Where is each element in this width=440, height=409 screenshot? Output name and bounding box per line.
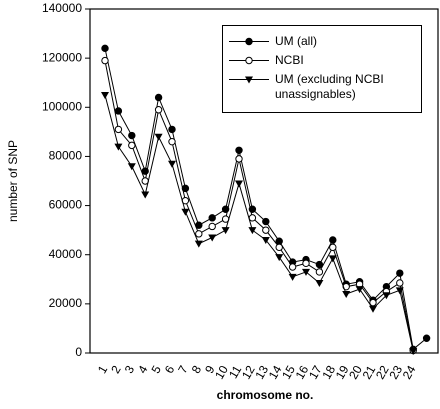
y-tick-label: 100000	[42, 99, 82, 113]
marker	[235, 180, 243, 188]
marker	[275, 237, 283, 245]
y-tick-label: 120000	[42, 50, 82, 64]
x-tick-label: 13	[252, 363, 271, 382]
marker	[101, 56, 109, 65]
x-tick-label: 23	[386, 363, 405, 382]
y-tick-label: 80000	[49, 149, 83, 163]
x-tick-label: 18	[319, 363, 338, 382]
series-line	[104, 94, 414, 352]
y-tick-label: 0	[75, 345, 82, 359]
legend-symbol	[229, 56, 269, 65]
x-tick-label: 24	[400, 363, 419, 382]
marker	[168, 160, 176, 168]
x-tick-label: 19	[333, 363, 352, 382]
marker	[302, 268, 310, 276]
marker	[208, 214, 216, 222]
y-tick-label: 60000	[49, 198, 83, 212]
marker	[395, 287, 404, 295]
marker	[141, 191, 150, 199]
legend-symbol	[229, 76, 269, 84]
x-tick-label: 22	[373, 363, 392, 382]
marker	[261, 236, 270, 244]
marker	[328, 255, 337, 263]
marker	[181, 208, 190, 216]
legend-label: UM (excluding NCBI unassignables)	[275, 72, 384, 101]
legend-entry: UM (excluding NCBI unassignables)	[223, 72, 421, 102]
marker	[396, 269, 404, 277]
legend-entry: UM (all)	[223, 34, 421, 49]
y-tick-label: 40000	[49, 247, 83, 261]
marker	[208, 234, 217, 242]
marker	[245, 76, 253, 84]
marker	[101, 44, 109, 53]
marker	[248, 214, 257, 222]
marker	[275, 254, 284, 262]
x-tick-label: 16	[293, 363, 312, 382]
y-tick-label: 140000	[42, 1, 82, 15]
marker	[409, 348, 418, 356]
marker	[288, 273, 297, 281]
marker	[245, 56, 253, 65]
marker	[355, 286, 364, 294]
plot-frame	[89, 8, 439, 354]
x-tick-label: 21	[360, 363, 379, 382]
y-tick-label: 20000	[49, 296, 83, 310]
x-tick-label: 10	[212, 363, 231, 382]
marker	[114, 107, 123, 115]
marker	[262, 226, 270, 234]
marker	[235, 146, 243, 154]
marker	[315, 260, 324, 269]
legend-entry: NCBI	[223, 53, 421, 68]
marker	[114, 125, 123, 134]
marker	[302, 259, 310, 268]
legend-label: UM (all)	[275, 34, 317, 48]
marker	[114, 143, 123, 151]
marker	[208, 222, 216, 231]
marker	[248, 227, 257, 235]
marker	[275, 243, 283, 252]
marker	[369, 305, 377, 313]
marker	[342, 291, 351, 299]
x-tick-label: 12	[239, 363, 258, 382]
x-tick-label: 14	[266, 363, 285, 382]
marker	[329, 236, 337, 244]
y-axis-title: number of SNP	[6, 140, 20, 222]
marker	[396, 279, 404, 287]
marker	[154, 133, 163, 141]
marker	[245, 37, 253, 46]
marker	[127, 163, 136, 171]
marker	[262, 217, 270, 226]
marker	[194, 240, 203, 248]
marker	[315, 279, 324, 287]
x-axis-title: chromosome no.	[217, 388, 314, 402]
marker	[154, 106, 163, 114]
marker	[195, 230, 203, 238]
marker	[168, 125, 176, 134]
marker	[382, 292, 391, 300]
marker	[101, 92, 109, 99]
legend-label: NCBI	[275, 53, 304, 67]
x-tick-label: 15	[279, 363, 298, 382]
legend-symbol	[229, 37, 269, 46]
marker	[221, 227, 230, 235]
marker	[329, 243, 337, 252]
x-tick-label: 20	[346, 363, 365, 382]
legend: UM (all) NCBI UM (excluding NCBI unassigna…	[222, 25, 422, 113]
marker	[422, 334, 431, 342]
marker	[154, 93, 163, 102]
marker	[288, 263, 297, 271]
marker	[168, 137, 176, 146]
marker	[235, 155, 243, 163]
marker	[128, 141, 136, 150]
x-tick-label: 17	[306, 363, 325, 382]
marker	[315, 268, 324, 276]
marker	[128, 131, 136, 140]
